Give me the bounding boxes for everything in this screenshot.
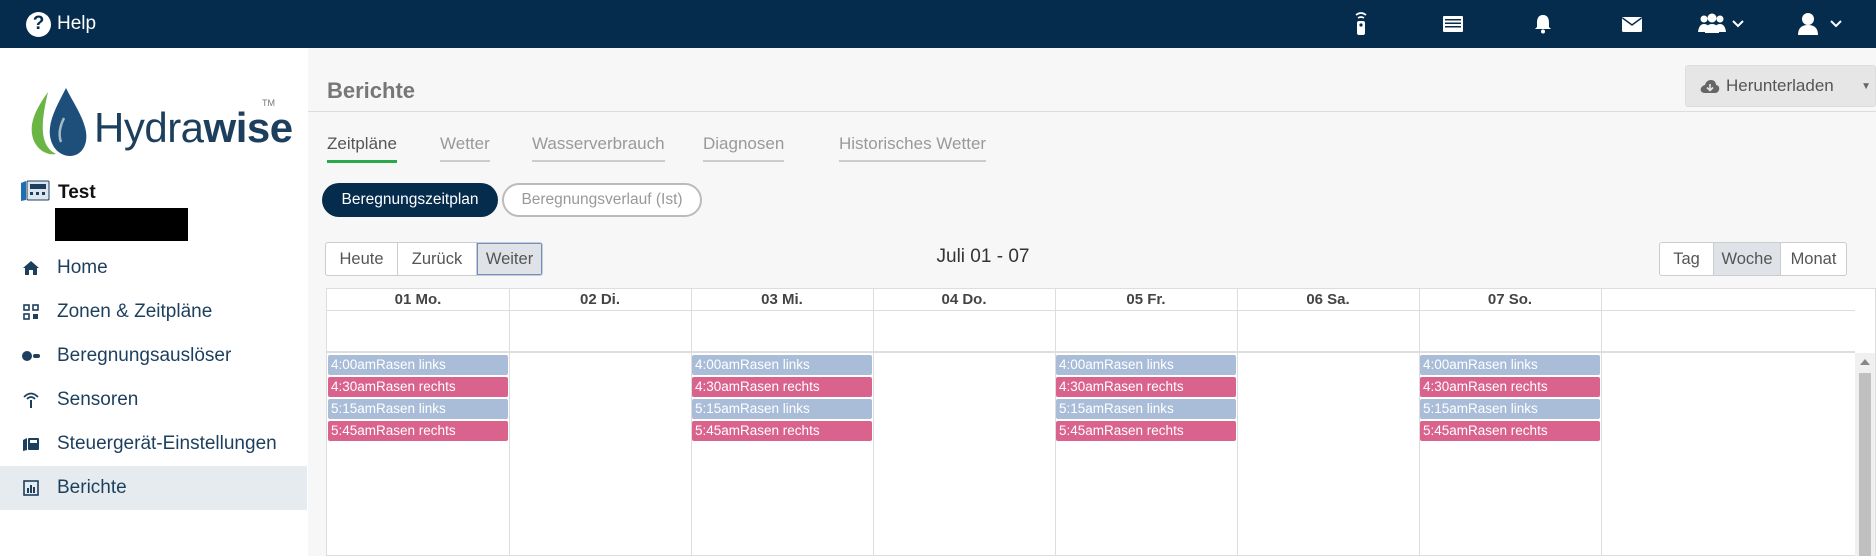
calendar-event[interactable]: 4:00amRasen links xyxy=(692,355,872,375)
day-header: 05 Fr. xyxy=(1126,291,1166,308)
subtab-watering-schedule[interactable]: Beregnungszeitplan xyxy=(322,183,498,217)
controller-icon xyxy=(21,180,50,201)
day-view-button[interactable]: Tag xyxy=(1660,243,1714,275)
all-day-row xyxy=(327,311,1855,353)
day-divider xyxy=(1419,289,1420,556)
home-icon xyxy=(20,260,42,276)
scroll-up-icon[interactable] xyxy=(1860,359,1870,365)
sidebar-item-zones[interactable]: Zonen & Zeitpläne xyxy=(0,290,307,334)
tab-schedules[interactable]: Zeitpläne xyxy=(327,134,397,163)
remote-icon[interactable] xyxy=(1354,10,1368,38)
today-button[interactable]: Heute xyxy=(326,243,398,275)
day-divider xyxy=(1601,289,1602,556)
calendar-event[interactable]: 5:15amRasen links xyxy=(328,399,508,419)
calendar-event[interactable]: 4:00amRasen links xyxy=(1056,355,1236,375)
back-button[interactable]: Zurück xyxy=(398,243,477,275)
sidebar-item-label: Berichte xyxy=(57,477,127,498)
calendar-event[interactable]: 4:30amRasen rechts xyxy=(328,377,508,397)
week-calendar: 01 Mo. 02 Di. 03 Mi. 04 Do. 05 Fr. 06 Sa… xyxy=(326,288,1876,556)
redacted-block xyxy=(55,208,188,241)
help-label: Help xyxy=(57,13,97,34)
zones-grid-icon xyxy=(20,304,42,320)
sidebar-item-label: Home xyxy=(57,257,108,278)
title-divider xyxy=(308,111,1876,112)
month-view-button[interactable]: Monat xyxy=(1790,249,1837,268)
day-divider xyxy=(873,289,874,556)
tab-diagnostics[interactable]: Diagnosen xyxy=(703,134,785,162)
logo-text: Hydrawise xyxy=(94,104,293,151)
bell-icon[interactable] xyxy=(1534,10,1552,38)
day-divider xyxy=(509,289,510,556)
calendar-nav-buttons: Heute Zurück Weiter xyxy=(325,242,543,276)
top-bar: ? Help xyxy=(0,0,1876,48)
subtab-watering-history[interactable]: Beregnungsverlauf (Ist) xyxy=(502,183,702,217)
hydrawise-logo[interactable]: Hydrawise TM xyxy=(28,82,293,194)
day-header: 02 Di. xyxy=(579,291,621,308)
calendar-event[interactable]: 4:00amRasen links xyxy=(328,355,508,375)
download-button[interactable]: Herunterladen ▼ xyxy=(1685,65,1876,107)
day-header: 07 So. xyxy=(1487,291,1533,308)
sidebar-item-reports[interactable]: Berichte xyxy=(0,466,307,510)
calendar-event[interactable]: 5:15amRasen links xyxy=(692,399,872,419)
tab-historical-weather[interactable]: Historisches Wetter xyxy=(839,134,987,162)
chevron-down-icon: ▼ xyxy=(1861,81,1871,92)
user-icon[interactable] xyxy=(1798,10,1844,38)
sidebar: Hydrawise TM Test Home Zonen & Zeitpläne… xyxy=(0,48,308,556)
calendar-event[interactable]: 4:30amRasen rechts xyxy=(692,377,872,397)
calendar-event[interactable]: 4:30amRasen rechts xyxy=(1420,377,1600,397)
calendar-header: 01 Mo. 02 Di. 03 Mi. 04 Do. 05 Fr. 06 Sa… xyxy=(327,289,1855,311)
help-icon: ? xyxy=(26,11,51,37)
calendar-scrollbar[interactable] xyxy=(1855,353,1875,556)
trigger-icon xyxy=(20,350,42,362)
users-icon[interactable] xyxy=(1698,10,1746,38)
help-link[interactable]: ? Help xyxy=(26,10,96,38)
tab-water-usage[interactable]: Wasserverbrauch xyxy=(532,134,665,162)
next-button[interactable]: Weiter xyxy=(477,243,542,275)
sensor-icon xyxy=(20,391,42,409)
view-buttons: Tag Woche Monat xyxy=(1659,242,1847,276)
controller-settings-icon xyxy=(20,436,42,452)
sidebar-item-label: Steuergerät-Einstellungen xyxy=(57,433,277,454)
day-divider xyxy=(1055,289,1056,556)
sidebar-item-label: Beregnungsauslöser xyxy=(57,345,232,366)
sidebar-item-sensors[interactable]: Sensoren xyxy=(0,378,307,422)
week-view-button[interactable]: Woche xyxy=(1714,243,1781,275)
calendar-event[interactable]: 5:15amRasen links xyxy=(1056,399,1236,419)
page-title: Berichte xyxy=(327,78,416,103)
day-divider xyxy=(1237,289,1238,556)
sidebar-item-label: Zonen & Zeitpläne xyxy=(57,301,213,322)
calendar-event[interactable]: 4:30amRasen rechts xyxy=(1056,377,1236,397)
sidebar-item-controller-settings[interactable]: Steuergerät-Einstellungen xyxy=(0,422,307,466)
calendar-event[interactable]: 4:00amRasen links xyxy=(1420,355,1600,375)
calendar-event[interactable]: 5:45amRasen rechts xyxy=(328,421,508,441)
date-range: Juli 01 - 07 xyxy=(936,246,1030,267)
sidebar-item-label: Sensoren xyxy=(57,389,139,410)
day-divider xyxy=(691,289,692,556)
tab-weather[interactable]: Wetter xyxy=(440,134,490,162)
controller-list-icon[interactable] xyxy=(1443,10,1463,38)
scroll-thumb[interactable] xyxy=(1859,373,1871,556)
cloud-download-icon xyxy=(1700,79,1720,94)
main-content: Berichte Herunterladen ▼ Zeitpläne Wette… xyxy=(308,48,1876,556)
day-header: 04 Do. xyxy=(941,291,987,308)
bar-chart-icon xyxy=(20,480,42,496)
sidebar-item-triggers[interactable]: Beregnungsauslöser xyxy=(0,334,307,378)
day-header: 06 Sa. xyxy=(1306,291,1350,308)
calendar-event[interactable]: 5:45amRasen rechts xyxy=(692,421,872,441)
logo-trademark: TM xyxy=(262,98,275,108)
download-label: Herunterladen xyxy=(1726,76,1834,95)
day-header: 01 Mo. xyxy=(394,291,442,308)
day-header: 03 Mi. xyxy=(761,291,803,308)
mail-icon[interactable] xyxy=(1622,10,1642,38)
sidebar-item-home[interactable]: Home xyxy=(0,246,307,290)
controller-name[interactable]: Test xyxy=(58,182,96,203)
calendar-event[interactable]: 5:45amRasen rechts xyxy=(1056,421,1236,441)
calendar-event[interactable]: 5:15amRasen links xyxy=(1420,399,1600,419)
calendar-event[interactable]: 5:45amRasen rechts xyxy=(1420,421,1600,441)
